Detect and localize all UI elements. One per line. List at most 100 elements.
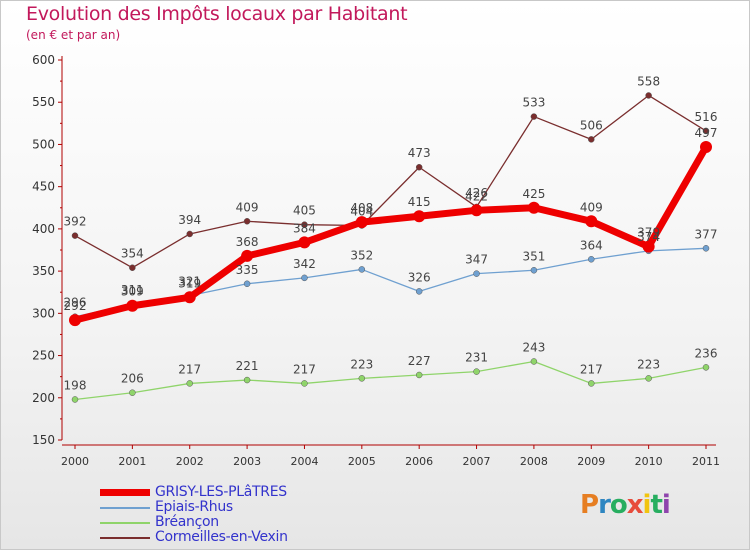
data-point <box>702 245 710 252</box>
x-tick-label: 2000 <box>61 455 89 468</box>
data-point <box>69 314 81 327</box>
data-label: 319 <box>178 276 201 290</box>
data-label: 217 <box>580 362 603 376</box>
legend-label: Bréançon <box>155 514 219 530</box>
data-point <box>71 396 79 403</box>
logo-letter: o <box>609 490 628 520</box>
legend-label: Epiais-Rhus <box>155 499 233 515</box>
data-label: 558 <box>637 74 660 88</box>
data-point <box>71 232 79 239</box>
logo-letter: i <box>661 490 671 520</box>
data-point <box>588 380 595 387</box>
data-label: 473 <box>408 146 431 160</box>
data-label: 309 <box>121 285 144 299</box>
data-label: 206 <box>121 372 144 386</box>
legend-swatch <box>100 506 150 509</box>
data-label: 516 <box>695 110 718 124</box>
data-point <box>645 375 652 382</box>
data-label: 231 <box>465 351 488 365</box>
data-label: 296 <box>64 296 87 310</box>
data-label: 394 <box>178 213 201 227</box>
series-line-3 <box>74 94 707 269</box>
data-label: 533 <box>522 96 545 110</box>
series-line-2 <box>74 360 707 401</box>
data-point <box>642 240 655 253</box>
data-point <box>413 210 426 223</box>
data-label: 347 <box>465 253 488 267</box>
data-point <box>702 127 710 135</box>
chart-title: Evolution des Impôts locaux par Habitant <box>26 3 408 25</box>
x-tick-label: 2007 <box>463 455 491 468</box>
legend-label: GRISY-LES-PLâTRES <box>155 484 287 500</box>
data-point <box>415 371 423 379</box>
data-label: 221 <box>236 359 259 373</box>
data-point <box>186 230 193 238</box>
data-point <box>588 136 595 143</box>
logo-letter: t <box>650 490 662 520</box>
data-point <box>355 216 368 229</box>
y-tick-label: 150 <box>32 433 55 447</box>
x-tick-label: 2009 <box>577 455 605 468</box>
data-label: 321 <box>178 275 201 289</box>
data-point <box>301 274 308 282</box>
data-point <box>470 204 483 217</box>
data-point <box>473 368 480 375</box>
data-label: 404 <box>350 205 373 219</box>
legend-label: Cormeilles-en-Vexin <box>155 529 288 545</box>
data-label: 217 <box>178 362 201 376</box>
data-point <box>415 288 423 295</box>
data-label: 217 <box>293 362 316 376</box>
y-tick-label: 200 <box>32 391 55 405</box>
data-label: 405 <box>293 204 316 218</box>
data-label: 392 <box>64 215 87 229</box>
data-point <box>243 280 251 288</box>
y-tick-label: 600 <box>32 53 55 67</box>
data-label: 425 <box>522 187 545 201</box>
data-label: 415 <box>408 195 431 209</box>
y-tick-label: 450 <box>32 180 55 194</box>
x-tick-label: 2005 <box>348 455 376 468</box>
data-point <box>530 358 538 365</box>
x-tick-label: 2011 <box>692 455 720 468</box>
data-label: 409 <box>236 200 259 214</box>
legend-swatch <box>100 536 150 539</box>
data-point <box>588 256 595 263</box>
data-label: 368 <box>236 235 259 249</box>
data-label: 227 <box>408 354 431 368</box>
series-line-1 <box>74 247 707 318</box>
data-point <box>358 266 366 273</box>
data-label: 311 <box>121 283 144 297</box>
y-tick-label: 500 <box>32 137 55 151</box>
data-label: 342 <box>293 257 316 271</box>
legend-item: Epiais-Rhus <box>100 500 288 515</box>
data-point <box>530 113 538 120</box>
data-label: 384 <box>293 221 316 235</box>
data-point <box>186 380 193 387</box>
legend-item: Bréançon <box>100 515 288 530</box>
data-point <box>129 264 136 271</box>
data-label: 292 <box>64 299 87 313</box>
data-label: 408 <box>350 201 373 215</box>
data-point <box>700 140 712 153</box>
data-point <box>415 163 423 171</box>
data-point <box>702 364 710 371</box>
data-label: 223 <box>637 357 660 371</box>
data-point <box>183 291 196 304</box>
data-label: 374 <box>637 230 660 244</box>
data-label: 506 <box>580 118 603 132</box>
data-label: 422 <box>465 189 488 203</box>
data-label: 243 <box>522 340 545 354</box>
y-tick-label: 250 <box>32 349 55 363</box>
legend: GRISY-LES-PLâTRES Epiais-Rhus Bréançon Corm… <box>100 485 288 545</box>
legend-item: GRISY-LES-PLâTRES <box>100 485 288 500</box>
data-label: 236 <box>695 346 718 360</box>
data-point <box>530 267 538 274</box>
x-tick-label: 2003 <box>233 455 261 468</box>
data-label: 379 <box>637 226 660 240</box>
data-label: 409 <box>580 200 603 214</box>
data-label: 351 <box>522 249 545 263</box>
chart-subtitle: (en € et par an) <box>26 28 121 42</box>
data-point <box>301 380 308 387</box>
x-tick-label: 2002 <box>176 455 204 468</box>
